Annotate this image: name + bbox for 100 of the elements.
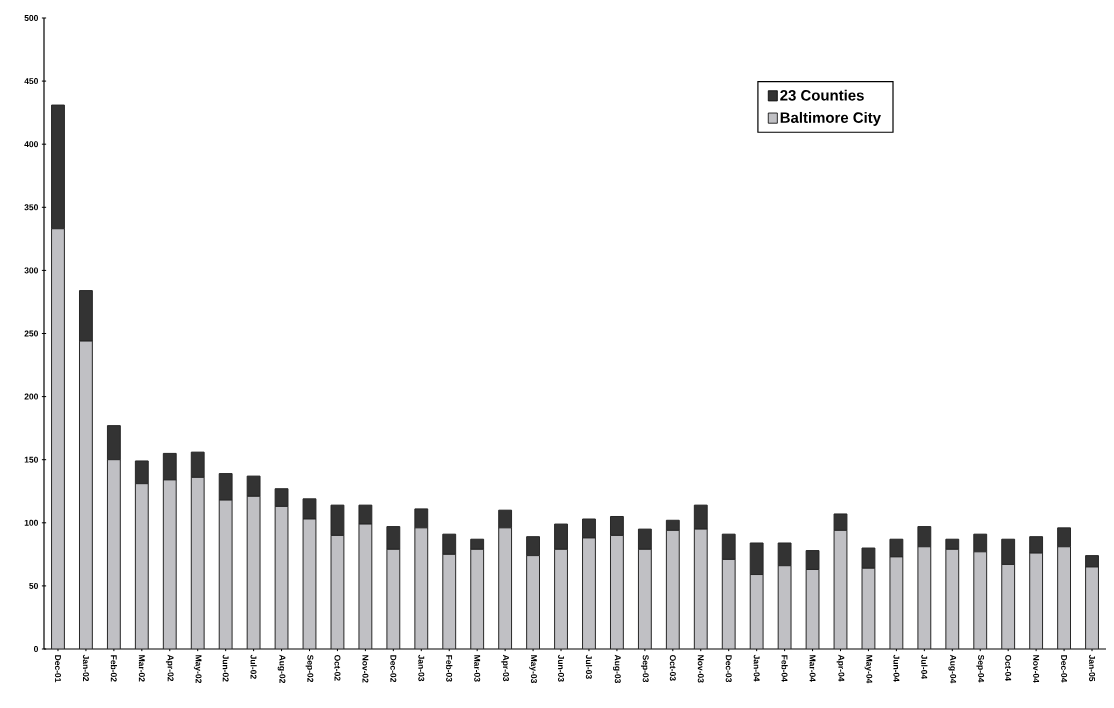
x-tick-label: Feb-02 — [110, 655, 117, 682]
x-tick-label: May-04 — [864, 655, 873, 684]
y-tick-label: 100 — [24, 519, 38, 526]
x-tick-label: Jan-03 — [418, 654, 425, 682]
bar — [190, 451, 205, 478]
x-tick-label: Dec-03 — [725, 655, 732, 683]
x-tick-label: Apr-04 — [836, 654, 845, 682]
bar — [554, 523, 568, 550]
x-tick-label: Apr-03 — [501, 654, 509, 682]
x-tick-label: Oct-03 — [669, 654, 676, 681]
bar — [51, 228, 65, 649]
x-tick-label: Jun-02 — [222, 654, 229, 682]
x-tick-label: Nov-03 — [697, 655, 704, 683]
bar — [582, 518, 596, 539]
x-tick-label: Sep-02 — [305, 654, 314, 683]
bar — [554, 548, 568, 649]
x-tick-label: Jun-04 — [893, 654, 900, 682]
x-tick-label: Sep-04 — [976, 654, 985, 683]
x-tick-label: Dec-04 — [1061, 655, 1068, 683]
bar — [973, 533, 988, 553]
bar — [637, 548, 652, 649]
bar — [218, 473, 233, 501]
x-tick-label: Nov-02 — [362, 655, 369, 683]
x-tick-label: Jun-03 — [558, 654, 565, 682]
bar — [330, 504, 345, 536]
bar — [78, 340, 93, 649]
bar — [609, 515, 624, 536]
bar — [833, 513, 848, 531]
bar — [582, 537, 596, 649]
y-tick-label: 200 — [24, 393, 38, 400]
bar — [442, 553, 457, 649]
bar — [246, 475, 261, 497]
bar — [945, 538, 960, 550]
bar — [777, 542, 792, 567]
bar — [302, 498, 317, 520]
x-tick-label: Sep-03 — [641, 654, 649, 683]
bar — [106, 459, 121, 649]
bar — [78, 290, 93, 342]
bar — [526, 536, 541, 557]
bar — [749, 542, 764, 576]
bar — [805, 550, 820, 570]
bar — [526, 555, 541, 649]
x-tick-label: Dec-02 — [390, 655, 397, 683]
x-tick-label: Jul-03 — [585, 654, 593, 679]
bar — [861, 547, 876, 569]
y-tick-label: 500 — [24, 15, 38, 21]
bar — [1057, 527, 1071, 548]
bar — [1057, 546, 1071, 649]
bar — [274, 488, 289, 507]
y-tick-label: 450 — [24, 78, 38, 85]
x-tick-label: Dec-01 — [54, 655, 61, 683]
bar — [637, 528, 652, 550]
x-tick-label: Aug-04 — [948, 654, 957, 684]
bar — [1085, 566, 1099, 649]
bar — [470, 548, 485, 649]
bar — [665, 519, 680, 531]
y-tick-label: 350 — [24, 204, 38, 211]
legend-label: 23 Counties — [780, 89, 864, 101]
bar — [414, 508, 429, 529]
legend-label: Baltimore City — [780, 111, 881, 126]
bar — [162, 452, 177, 481]
bar — [358, 504, 373, 525]
x-tick-label: Feb-03 — [446, 655, 453, 682]
y-tick-label: 150 — [24, 456, 38, 463]
x-tick-label: Oct-02 — [334, 654, 341, 681]
y-tick-label: 0 — [33, 646, 38, 652]
bar — [693, 504, 708, 530]
bar — [386, 526, 401, 550]
y-tick-label: 50 — [29, 582, 38, 589]
bar — [1001, 563, 1016, 649]
x-tick-label: Aug-02 — [277, 654, 286, 684]
bar — [162, 479, 177, 649]
x-tick-label: May-02 — [193, 655, 202, 684]
bar — [470, 538, 485, 550]
bar — [498, 509, 513, 529]
bar — [498, 527, 513, 649]
x-tick-label: Mar-02 — [138, 655, 145, 682]
bar — [973, 551, 988, 649]
x-tick-label: Mar-03 — [474, 655, 481, 682]
bar — [1001, 538, 1016, 565]
x-tick-label: Apr-02 — [165, 654, 174, 682]
x-tick-label: Oct-04 — [1005, 654, 1012, 681]
x-tick-label: Jul-02 — [250, 654, 257, 679]
bar — [134, 483, 149, 649]
bar — [693, 528, 708, 649]
x-tick-label: Jan-04 — [753, 654, 760, 682]
bar — [721, 533, 736, 560]
bar — [442, 533, 457, 555]
bar — [609, 534, 624, 649]
bar — [1029, 552, 1044, 649]
bar — [665, 529, 680, 649]
x-tick-label: Jan-05 — [1089, 654, 1096, 682]
y-tick-label: 400 — [24, 141, 38, 148]
x-tick-label: Feb-04 — [781, 655, 788, 682]
bar — [917, 526, 932, 548]
bar — [134, 460, 149, 485]
bar — [106, 425, 121, 461]
bar — [889, 538, 904, 558]
x-tick-label: Jan-02 — [82, 654, 89, 682]
x-tick-label: May-03 — [529, 655, 537, 684]
